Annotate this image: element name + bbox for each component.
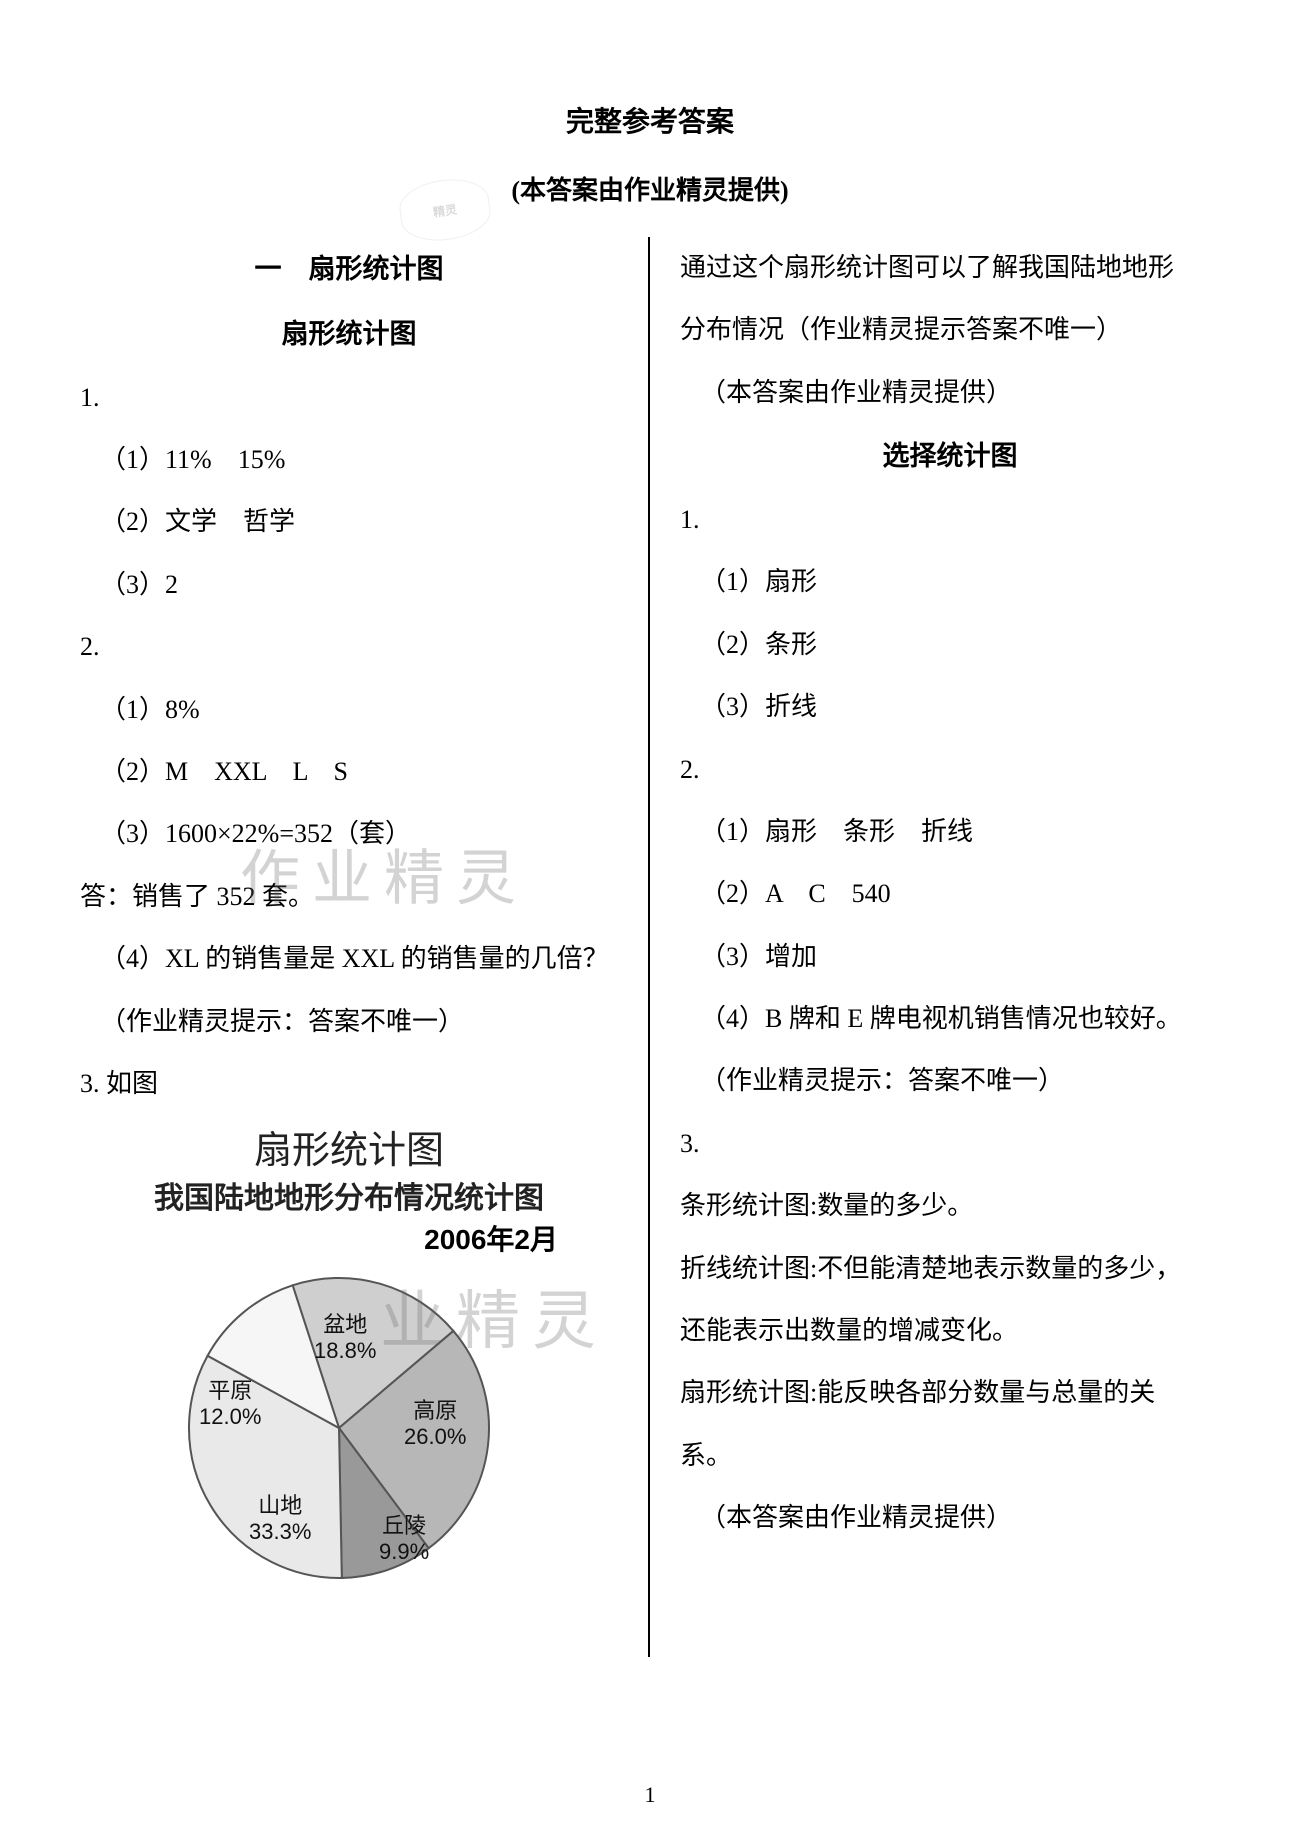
section-heading-right: 选择统计图	[680, 424, 1220, 489]
answer-line: （1）8%	[80, 679, 618, 741]
answer-line: 1.	[80, 367, 618, 429]
answer-line: （3）折线	[680, 676, 1220, 738]
answer-line: 3.	[680, 1113, 1220, 1175]
answer-line: 通过这个扇形统计图可以了解我国陆地地形	[680, 237, 1220, 299]
pie-chart-block: 扇形统计图 我国陆地地形分布情况统计图 2006年2月 盆地18.8% 高原26.…	[80, 1125, 618, 1587]
chart-date: 2006年2月	[80, 1220, 618, 1259]
left-column: 一 扇形统计图 扇形统计图 1. （1）11% 15% （2）文学 哲学 （3）…	[80, 237, 650, 1657]
pie-slice-label: 山地33.3%	[249, 1493, 311, 1546]
right-column: 通过这个扇形统计图可以了解我国陆地地形 分布情况（作业精灵提示答案不唯一） （本…	[650, 237, 1220, 1657]
answer-line: （1）扇形	[680, 551, 1220, 613]
pie-slice-label: 高原26.0%	[404, 1398, 466, 1451]
answer-line: 折线统计图:不但能清楚地表示数量的多少，	[680, 1238, 1220, 1300]
answer-line: （4）XL 的销售量是 XXL 的销售量的几倍？	[80, 928, 618, 990]
chart-title: 扇形统计图	[80, 1125, 618, 1178]
answer-line: （3）增加	[680, 926, 1220, 988]
stamp-icon: 精灵	[396, 174, 493, 246]
pie-chart: 盆地18.8% 高原26.0% 丘陵9.9% 山地33.3% 平原12.0%	[149, 1268, 549, 1588]
section-heading-2: 扇形统计图	[80, 302, 618, 367]
answer-line: 扇形统计图:能反映各部分数量与总量的关	[680, 1362, 1220, 1424]
answer-line: 1.	[680, 489, 1220, 551]
two-column-layout: 一 扇形统计图 扇形统计图 1. （1）11% 15% （2）文学 哲学 （3）…	[80, 237, 1220, 1657]
answer-hint: （作业精灵提示：答案不唯一）	[680, 1050, 1220, 1112]
answer-line: 分布情况（作业精灵提示答案不唯一）	[680, 299, 1220, 361]
answer-line: 系。	[680, 1425, 1220, 1487]
pie-slice-label: 盆地18.8%	[314, 1312, 376, 1365]
answer-line: （3）1600×22%=352（套）	[80, 803, 618, 865]
section-heading-1: 一 扇形统计图	[80, 237, 618, 302]
answer-note: （本答案由作业精灵提供）	[680, 362, 1220, 424]
answer-line: 2.	[80, 616, 618, 678]
answer-line: （1）11% 15%	[80, 429, 618, 491]
answer-line: （3）2	[80, 554, 618, 616]
pie-slice-label: 平原12.0%	[199, 1378, 261, 1431]
chart-subtitle: 我国陆地地形分布情况统计图	[80, 1178, 618, 1220]
answer-note: （本答案由作业精灵提供）	[680, 1487, 1220, 1549]
answer-line: （2）文学 哲学	[80, 491, 618, 553]
answer-line: 条形统计图:数量的多少。	[680, 1175, 1220, 1237]
answer-hint: （作业精灵提示：答案不唯一）	[80, 991, 618, 1053]
subtitle-row: (本答案由作业精灵提供) 精灵	[80, 170, 1220, 207]
pie-slice-label: 丘陵9.9%	[379, 1513, 429, 1566]
page-title: 完整参考答案	[80, 100, 1220, 140]
subtitle: (本答案由作业精灵提供)	[511, 176, 788, 205]
answer-line: （2）A C 540	[680, 863, 1220, 925]
answer-line: 2.	[680, 739, 1220, 801]
answer-line: （1）扇形 条形 折线	[680, 801, 1220, 863]
answer-line: 还能表示出数量的增减变化。	[680, 1300, 1220, 1362]
answer-line: 3. 如图	[80, 1053, 618, 1115]
answer-line: 答：销售了 352 套。	[80, 866, 618, 928]
page-number: 1	[0, 1782, 1300, 1808]
answer-line: （2）条形	[680, 614, 1220, 676]
answer-line: （4）B 牌和 E 牌电视机销售情况也较好。	[680, 988, 1220, 1050]
answer-line: （2）M XXL L S	[80, 741, 618, 803]
